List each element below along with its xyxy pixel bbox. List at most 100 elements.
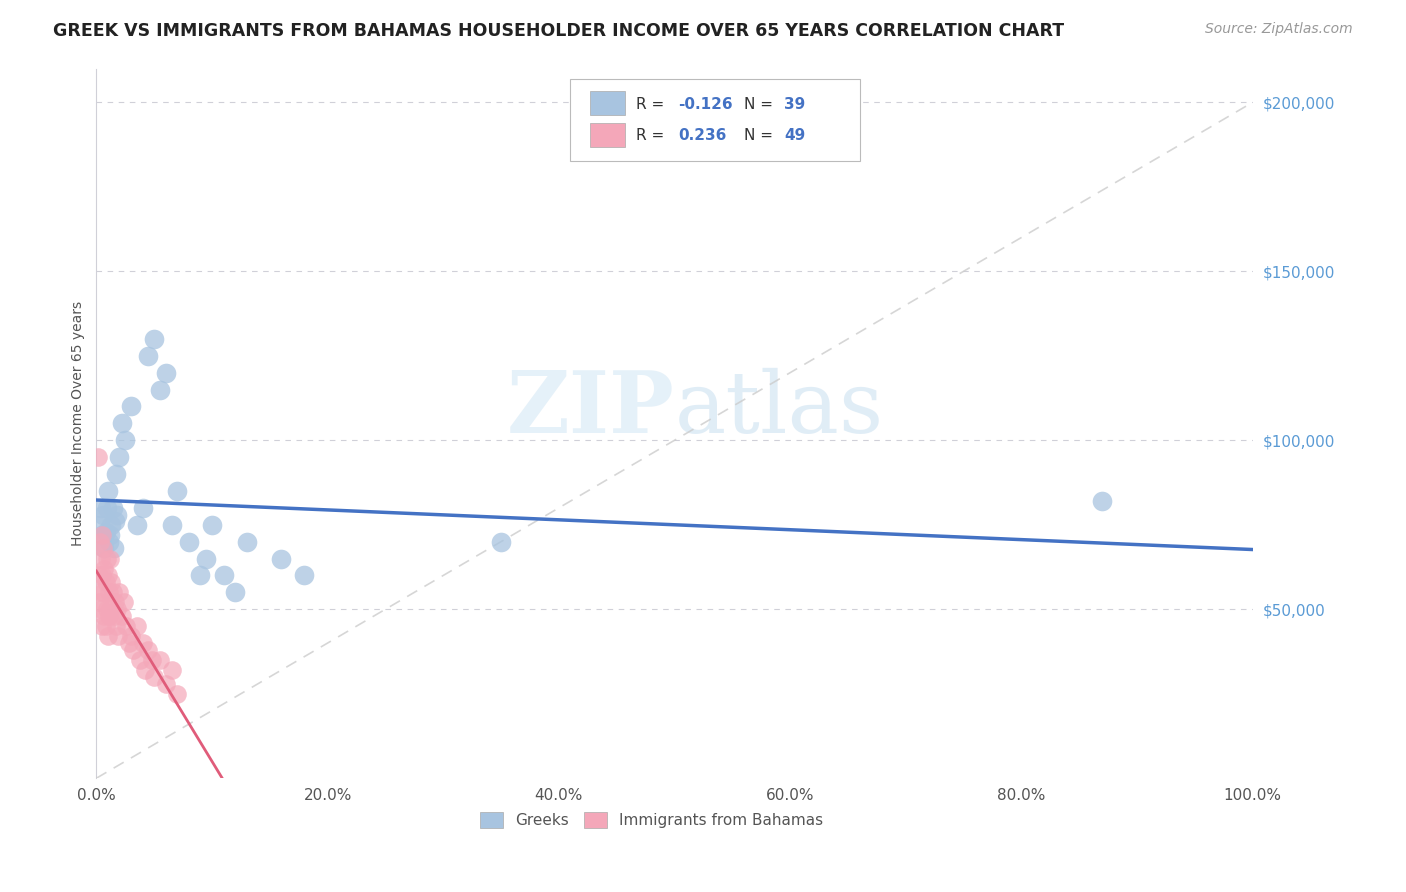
Point bbox=[125, 517, 148, 532]
Text: N =: N = bbox=[744, 128, 778, 144]
Point bbox=[166, 483, 188, 498]
Point bbox=[131, 636, 153, 650]
Point bbox=[108, 585, 131, 599]
Point bbox=[91, 528, 114, 542]
Point bbox=[100, 517, 122, 532]
Point bbox=[98, 585, 121, 599]
Point bbox=[149, 653, 172, 667]
Point bbox=[96, 500, 118, 515]
Point bbox=[294, 568, 316, 582]
Point bbox=[149, 383, 172, 397]
Point bbox=[94, 524, 117, 539]
Point bbox=[98, 602, 121, 616]
Point bbox=[87, 595, 110, 609]
Point bbox=[90, 500, 112, 515]
Point bbox=[91, 528, 114, 542]
Point bbox=[105, 467, 128, 481]
Point bbox=[125, 619, 148, 633]
Point bbox=[195, 551, 218, 566]
Point bbox=[134, 663, 156, 677]
Point bbox=[115, 619, 138, 633]
Point bbox=[155, 366, 177, 380]
Point bbox=[105, 508, 128, 522]
Point bbox=[105, 602, 128, 616]
Point bbox=[90, 551, 112, 566]
Point bbox=[101, 585, 124, 599]
Point bbox=[1091, 494, 1114, 508]
FancyBboxPatch shape bbox=[571, 79, 859, 161]
Point bbox=[91, 568, 114, 582]
Point bbox=[87, 568, 110, 582]
Point bbox=[93, 541, 115, 556]
Point bbox=[86, 450, 108, 465]
Text: -0.126: -0.126 bbox=[678, 96, 733, 112]
Point bbox=[97, 629, 120, 643]
Text: GREEK VS IMMIGRANTS FROM BAHAMAS HOUSEHOLDER INCOME OVER 65 YEARS CORRELATION CH: GREEK VS IMMIGRANTS FROM BAHAMAS HOUSEHO… bbox=[53, 22, 1064, 40]
Point bbox=[91, 585, 114, 599]
Point bbox=[111, 417, 134, 431]
Point bbox=[91, 508, 114, 522]
Point bbox=[108, 450, 131, 465]
Point bbox=[103, 609, 125, 624]
Point bbox=[89, 534, 111, 549]
Point bbox=[89, 585, 111, 599]
Point bbox=[138, 642, 160, 657]
Point bbox=[235, 534, 257, 549]
Text: 39: 39 bbox=[785, 96, 806, 112]
Text: Source: ZipAtlas.com: Source: ZipAtlas.com bbox=[1205, 22, 1353, 37]
Point bbox=[101, 500, 124, 515]
Point bbox=[98, 528, 121, 542]
Point bbox=[160, 663, 183, 677]
Point bbox=[98, 609, 121, 624]
Point bbox=[212, 568, 235, 582]
Y-axis label: Householder Income Over 65 years: Householder Income Over 65 years bbox=[72, 301, 86, 546]
Point bbox=[112, 595, 135, 609]
Point bbox=[93, 609, 115, 624]
Point bbox=[96, 602, 118, 616]
FancyBboxPatch shape bbox=[591, 123, 624, 146]
Point bbox=[89, 517, 111, 532]
Point bbox=[100, 575, 122, 590]
Point bbox=[143, 332, 166, 346]
Point bbox=[155, 676, 177, 690]
Point bbox=[224, 585, 246, 599]
Point bbox=[143, 670, 166, 684]
Point bbox=[104, 595, 127, 609]
Text: 49: 49 bbox=[785, 128, 806, 144]
Point bbox=[103, 541, 125, 556]
Point bbox=[107, 629, 129, 643]
Point bbox=[98, 534, 121, 549]
Text: 0.236: 0.236 bbox=[678, 128, 727, 144]
Point bbox=[129, 653, 152, 667]
Point bbox=[91, 619, 114, 633]
Point bbox=[131, 500, 153, 515]
Point bbox=[138, 349, 160, 363]
Point bbox=[96, 551, 118, 566]
Point bbox=[160, 517, 183, 532]
Point bbox=[201, 517, 224, 532]
Point bbox=[166, 687, 188, 701]
Text: N =: N = bbox=[744, 96, 778, 112]
Point bbox=[114, 434, 136, 448]
Point bbox=[270, 551, 292, 566]
Text: atlas: atlas bbox=[675, 368, 883, 450]
Point bbox=[120, 400, 142, 414]
Point bbox=[190, 568, 212, 582]
Point bbox=[177, 534, 200, 549]
Point bbox=[120, 629, 142, 643]
Point bbox=[118, 636, 141, 650]
FancyBboxPatch shape bbox=[591, 91, 624, 115]
Point bbox=[105, 619, 128, 633]
Legend: Greeks, Immigrants from Bahamas: Greeks, Immigrants from Bahamas bbox=[474, 806, 830, 834]
Point bbox=[489, 534, 512, 549]
Point bbox=[90, 602, 112, 616]
Point bbox=[93, 562, 115, 576]
Point bbox=[94, 575, 117, 590]
Text: R =: R = bbox=[637, 128, 669, 144]
Point bbox=[97, 483, 120, 498]
Point bbox=[141, 653, 163, 667]
Text: ZIP: ZIP bbox=[506, 368, 675, 451]
Point bbox=[98, 551, 121, 566]
Point bbox=[111, 609, 134, 624]
Point bbox=[97, 568, 120, 582]
